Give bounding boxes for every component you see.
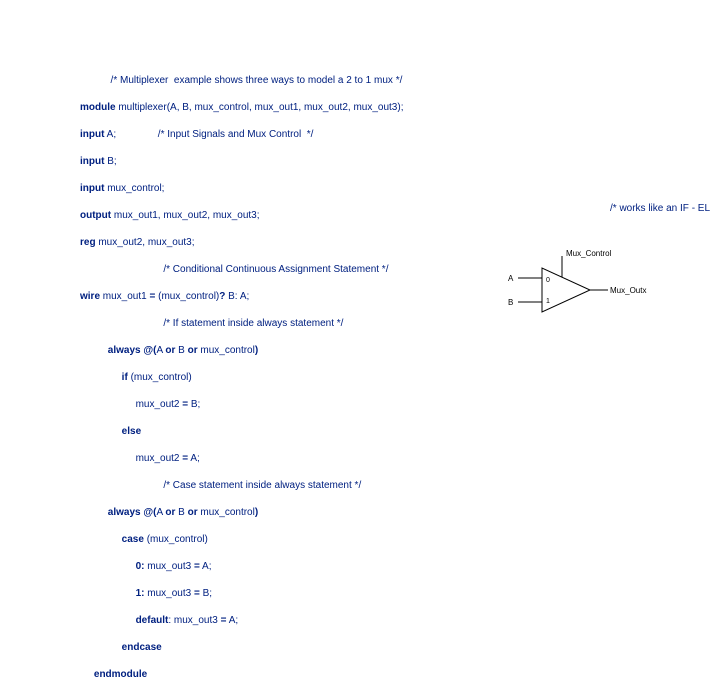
kw-input: input — [80, 129, 104, 140]
code-line: input A; /* Input Signals and Mux Contro… — [80, 128, 403, 142]
code-line: /* Multiplexer example shows three ways … — [80, 74, 403, 88]
code-line: 0: mux_out3 = A; — [80, 560, 403, 574]
code-text: mux_out1 — [100, 291, 149, 302]
code-text: mux_out3 — [144, 561, 193, 572]
code-line: mux_out2 = A; — [80, 452, 403, 466]
code-line: if (mux_control) — [80, 371, 403, 385]
code-text: (mux_control) — [155, 291, 219, 302]
side-comment: /* works like an IF - EL — [610, 203, 710, 214]
label-a: A — [508, 274, 514, 283]
kw-default: default — [80, 615, 168, 626]
code-text: A; — [226, 615, 238, 626]
code-line: default: mux_out3 = A; — [80, 614, 403, 628]
code-text: mux_out2 — [80, 453, 182, 464]
code-line: else — [80, 425, 403, 439]
kw-or: or — [188, 345, 198, 356]
code-line: /* Case statement inside always statemen… — [80, 479, 403, 493]
code-text: B: A; — [225, 291, 249, 302]
code-text: (mux_control) — [128, 372, 192, 383]
code-text: : mux_out3 — [168, 615, 220, 626]
code-text: B — [175, 507, 187, 518]
code-line: output mux_out1, mux_out2, mux_out3; — [80, 209, 403, 223]
kw-output: output — [80, 210, 111, 221]
code-text: mux_out3 — [144, 588, 193, 599]
code-text: A; /* Input Signals and Mux Control */ — [104, 129, 313, 140]
kw-module: module — [80, 102, 116, 113]
kw-if: if — [80, 372, 128, 383]
comment: /* Conditional Continuous Assignment Sta… — [80, 264, 388, 275]
label-in0: 0 — [546, 277, 550, 284]
comment: /* Multiplexer example shows three ways … — [80, 75, 402, 86]
mux-svg: Mux_Control A B 0 1 Mux_Outx — [500, 250, 660, 330]
kw-else: else — [80, 426, 141, 437]
code-text: mux_control; — [104, 183, 164, 194]
code-line: module multiplexer(A, B, mux_control, mu… — [80, 101, 403, 115]
code-text: mux_out2, mux_out3; — [96, 237, 195, 248]
kw-or: or — [165, 507, 175, 518]
code-line: endcase — [80, 641, 403, 655]
code-text: multiplexer(A, B, mux_control, mux_out1,… — [116, 102, 404, 113]
code-block: /* Multiplexer example shows three ways … — [80, 60, 403, 695]
label-top: Mux_Control — [566, 250, 612, 258]
code-line: /* If statement inside always statement … — [80, 317, 403, 331]
code-line: always @(A or B or mux_control) — [80, 506, 403, 520]
paren: ) — [255, 507, 258, 518]
code-line: reg mux_out2, mux_out3; — [80, 236, 403, 250]
code-line: /* Conditional Continuous Assignment Sta… — [80, 263, 403, 277]
kw-or: or — [165, 345, 175, 356]
comment: /* If statement inside always statement … — [80, 318, 343, 329]
label-out: Mux_Outx — [610, 286, 646, 295]
code-text: A; — [200, 561, 212, 572]
comment: /* Case statement inside always statemen… — [80, 480, 361, 491]
code-text: B — [175, 345, 187, 356]
label-in1: 1 — [546, 298, 550, 305]
kw-case: case — [80, 534, 144, 545]
mux-diagram: Mux_Control A B 0 1 Mux_Outx — [500, 250, 660, 330]
code-text: (mux_control) — [144, 534, 208, 545]
code-text: B; — [200, 588, 212, 599]
code-line: endmodule — [80, 668, 403, 682]
code-text: mux_control — [198, 507, 255, 518]
code-line: wire mux_out1 = (mux_control)? B: A; — [80, 290, 403, 304]
mux-triangle — [542, 268, 590, 312]
kw-reg: reg — [80, 237, 96, 248]
code-line: input mux_control; — [80, 182, 403, 196]
code-line: case (mux_control) — [80, 533, 403, 547]
kw-input: input — [80, 183, 104, 194]
kw-endcase: endcase — [80, 642, 162, 653]
code-text: mux_out1, mux_out2, mux_out3; — [111, 210, 259, 221]
code-line: mux_out2 = B; — [80, 398, 403, 412]
code-text: B; — [188, 399, 200, 410]
kw-input: input — [80, 156, 104, 167]
code-text: mux_control — [198, 345, 255, 356]
code-line: input B; — [80, 155, 403, 169]
paren: ) — [255, 345, 258, 356]
code-text: B; — [104, 156, 116, 167]
case-0: 0: — [80, 561, 144, 572]
code-line: 1: mux_out3 = B; — [80, 587, 403, 601]
kw-always: always @( — [80, 345, 156, 356]
kw-wire: wire — [80, 291, 100, 302]
code-text: A; — [188, 453, 200, 464]
code-line: always @(A or B or mux_control) — [80, 344, 403, 358]
kw-or: or — [188, 507, 198, 518]
code-text: mux_out2 — [80, 399, 182, 410]
label-b: B — [508, 298, 513, 307]
case-1: 1: — [80, 588, 144, 599]
kw-endmodule: endmodule — [80, 669, 147, 680]
kw-always: always @( — [80, 507, 156, 518]
